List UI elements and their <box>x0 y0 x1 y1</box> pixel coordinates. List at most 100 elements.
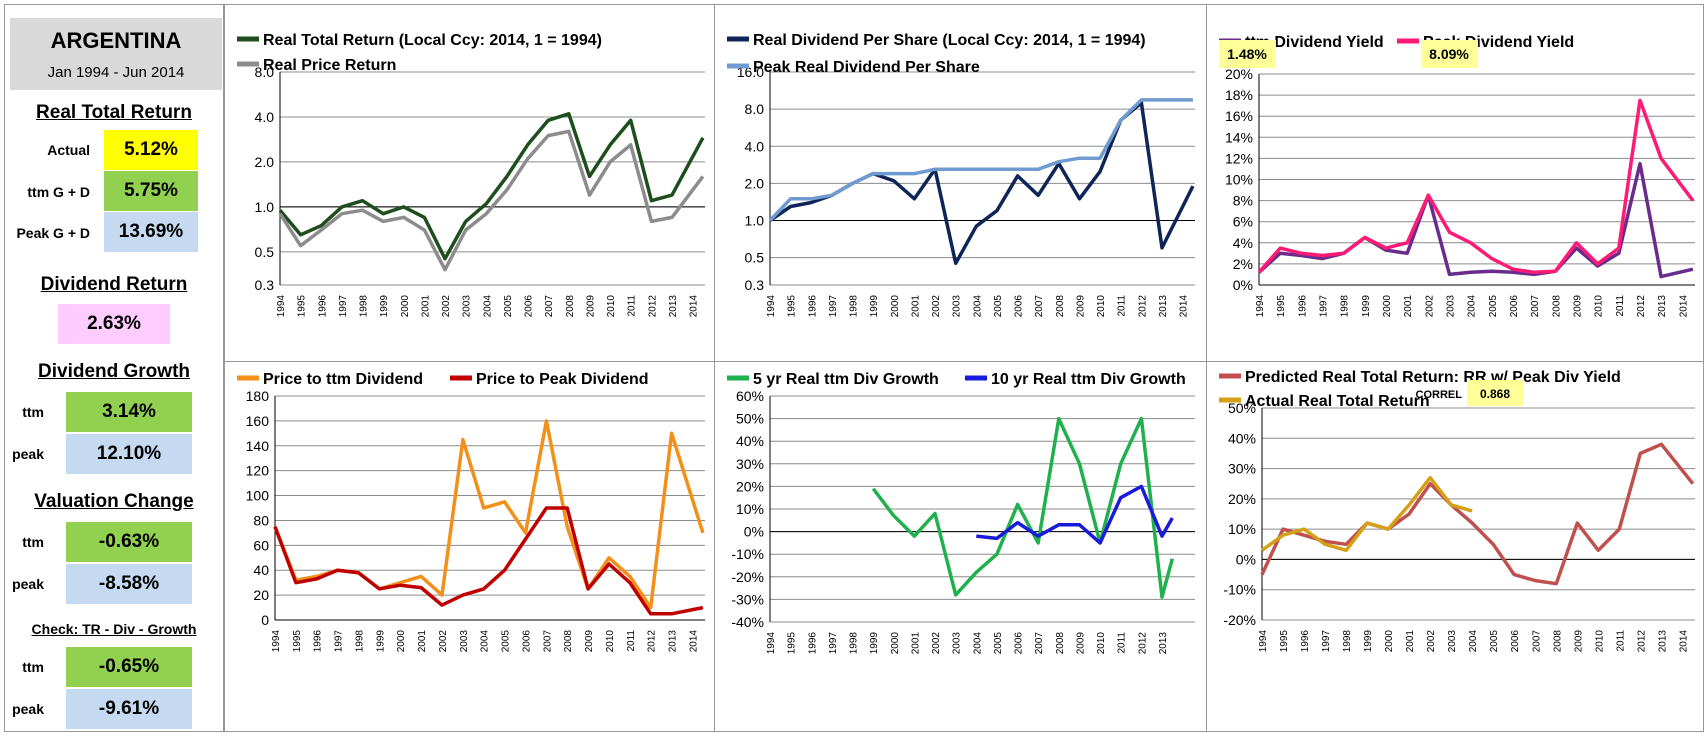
x-tick-label: 2013 <box>1158 295 1169 318</box>
yield-badge-value: 1.48% <box>1227 46 1267 62</box>
y-tick-label: -40% <box>731 614 764 630</box>
x-tick-label: 1995 <box>1279 630 1290 653</box>
x-tick-label: 2009 <box>1573 630 1584 653</box>
y-tick-label: 0% <box>1233 277 1253 293</box>
x-tick-label: 2004 <box>972 632 983 655</box>
y-tick-label: 40% <box>736 433 764 449</box>
x-tick-label: 1997 <box>828 295 839 318</box>
x-tick-label: 2008 <box>1551 295 1562 318</box>
x-tick-label: 1997 <box>338 295 349 318</box>
x-tick-label: 1999 <box>869 632 880 655</box>
x-tick-label: 2010 <box>605 630 616 653</box>
y-tick-label: 20% <box>1225 66 1253 82</box>
y-tick-label: 120 <box>246 463 270 479</box>
x-tick-label: 2005 <box>993 295 1004 318</box>
y-tick-label: 50% <box>736 411 764 427</box>
y-tick-label: -20% <box>731 569 764 585</box>
x-tick-label: 2005 <box>1489 630 1500 653</box>
y-tick-label: 20% <box>1228 491 1256 507</box>
x-tick-label: 2006 <box>1509 295 1520 318</box>
x-tick-label: 1998 <box>849 295 860 318</box>
dividend-growth-heading: Dividend Growth <box>38 361 190 382</box>
peak-gd-label: Peak G + D <box>16 225 90 241</box>
x-tick-label: 2010 <box>1594 295 1605 318</box>
x-tick-label: 2001 <box>1403 295 1414 318</box>
x-tick-label: 2002 <box>931 295 942 318</box>
series-line-2 <box>1257 98 1695 275</box>
y-tick-label: 8.0 <box>745 101 765 117</box>
x-tick-label: 2013 <box>1657 295 1668 318</box>
y-tick-label: 40% <box>1228 430 1256 446</box>
x-tick-label: 1994 <box>276 295 287 318</box>
legend-label: Real Total Return (Local Ccy: 2014, 1 = … <box>263 32 602 49</box>
x-tick-label: 2009 <box>1572 295 1583 318</box>
y-tick-label: -10% <box>1223 582 1256 598</box>
legend-label: Real Price Return <box>263 57 396 74</box>
price-to-dividend-chart: 0 20 40 60 80 100 120 140 160 180 1994 1995 1996 1997… <box>237 371 705 653</box>
y-tick-label: 4% <box>1233 235 1253 251</box>
val-change-ttm-label: ttm <box>22 534 44 550</box>
series-line-2 <box>278 129 705 272</box>
panel-dividend-growth: -40% -30% -20% -10% 0% 10% 20% 30% 40% 50% 60% 1994… <box>714 361 1207 732</box>
y-tick-label: -30% <box>731 591 764 607</box>
x-tick-label: 2009 <box>1075 295 1086 318</box>
y-tick-label: 100 <box>246 488 270 504</box>
x-tick-label: 2002 <box>1426 630 1437 653</box>
y-tick-label: 4.0 <box>255 109 275 125</box>
actual-value: 5.12% <box>104 130 198 170</box>
real-total-return-heading: Real Total Return <box>36 102 192 123</box>
x-tick-label: 1998 <box>1342 630 1353 653</box>
y-tick-label: 16% <box>1225 108 1253 124</box>
x-tick-label: 2001 <box>1405 630 1416 653</box>
x-tick-label: 2010 <box>1096 632 1107 655</box>
x-tick-label: 1996 <box>313 630 324 653</box>
x-tick-label: 1996 <box>807 295 818 318</box>
x-tick-label: 2013 <box>668 295 679 318</box>
legend-label: 10 yr Real ttm Div Growth <box>991 371 1186 388</box>
y-tick-label: -20% <box>1223 612 1256 628</box>
yield-badge-value: 8.09% <box>1429 46 1469 62</box>
check-ttm-value: -0.65% <box>66 647 192 687</box>
legend-label: Price to ttm Dividend <box>263 371 423 388</box>
x-tick-label: 2000 <box>1384 630 1395 653</box>
x-tick-label: 2003 <box>459 630 470 653</box>
div-growth-peak-value: 12.10% <box>66 434 192 474</box>
y-tick-label: 30% <box>1228 461 1256 477</box>
valuation-change-heading: Valuation Change <box>34 491 194 512</box>
y-tick-label: 20 <box>253 587 269 603</box>
x-tick-label: 2002 <box>1424 295 1435 318</box>
x-tick-label: 2007 <box>1531 630 1542 653</box>
div-growth-ttm-label: ttm <box>22 404 44 420</box>
y-tick-label: 20% <box>736 478 764 494</box>
legend-label: Peak Real Dividend Per Share <box>753 59 980 76</box>
panel-predicted-return: -20% -10% 0% 10% 20% 30% 40% 50% 1994 1995 1996 199… <box>1206 361 1704 732</box>
x-tick-label: 1998 <box>359 295 370 318</box>
x-tick-label: 2011 <box>1615 630 1626 652</box>
x-tick-label: 2011 <box>1117 632 1128 654</box>
y-tick-label: 12% <box>1225 150 1253 166</box>
series-line-1 <box>871 416 1174 599</box>
x-tick-label: 2014 <box>688 630 699 653</box>
x-tick-label: 2001 <box>910 295 921 318</box>
x-tick-label: 2012 <box>1137 632 1148 655</box>
y-tick-label: 10% <box>1225 172 1253 188</box>
y-tick-label: 8.0 <box>255 64 275 80</box>
y-tick-label: 180 <box>246 388 270 404</box>
y-tick-label: 50% <box>1228 400 1256 416</box>
x-tick-label: 2014 <box>1678 630 1689 653</box>
y-tick-label: 140 <box>246 438 270 454</box>
country-title-box: ARGENTINA Jan 1994 - Jun 2014 <box>10 18 222 90</box>
x-tick-label: 2011 <box>626 630 637 652</box>
y-tick-label: 0% <box>1236 551 1256 567</box>
yield-badge <box>1219 40 1276 68</box>
y-tick-label: 80 <box>253 512 269 528</box>
x-tick-label: 2000 <box>890 295 901 318</box>
x-tick-label: 2010 <box>1096 295 1107 318</box>
series-line-2 <box>1260 475 1473 553</box>
x-tick-label: 2005 <box>993 632 1004 655</box>
x-tick-label: 2000 <box>1382 295 1393 318</box>
x-tick-label: 2004 <box>972 295 983 318</box>
x-tick-label: 2008 <box>1552 630 1563 653</box>
x-tick-label: 1999 <box>869 295 880 318</box>
val-change-peak-label: peak <box>12 576 44 592</box>
